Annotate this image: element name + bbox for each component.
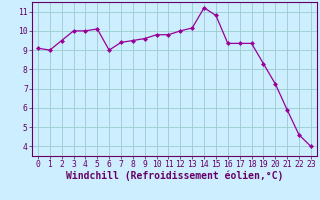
X-axis label: Windchill (Refroidissement éolien,°C): Windchill (Refroidissement éolien,°C) xyxy=(66,171,283,181)
